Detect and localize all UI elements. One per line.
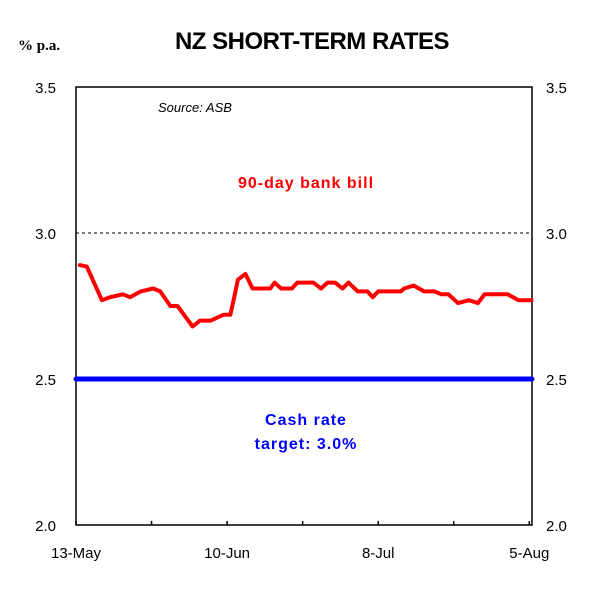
x-tick-label: 8-Jul xyxy=(362,545,395,562)
plot-frame xyxy=(75,86,533,526)
source-note: Source: ASB xyxy=(158,100,232,115)
x-tick-label: 5-Aug xyxy=(509,545,549,562)
x-tick-label: 10-Jun xyxy=(204,545,250,562)
series-label-cash-rate: Cash rate xyxy=(265,412,347,429)
series-line-90-day-bank-bill xyxy=(77,263,534,329)
y-tick-label-left: 3.5 xyxy=(35,80,56,97)
series-label-cash-rate-target: target: 3.0% xyxy=(255,436,358,453)
y-tick-label-right: 3.0 xyxy=(546,226,567,243)
chart-title: NZ SHORT-TERM RATES xyxy=(175,28,450,55)
series-label-bank-bill: 90-day bank bill xyxy=(238,175,374,192)
x-tick-label: 13-May xyxy=(51,545,102,562)
y-tick-label-left: 2.5 xyxy=(35,372,56,389)
y-tick-label-right: 2.5 xyxy=(546,372,567,389)
y-tick-label-left: 3.0 xyxy=(35,226,56,243)
y-tick-label-right: 3.5 xyxy=(546,80,567,97)
y-tick-label-right: 2.0 xyxy=(546,518,567,535)
y-axis-unit-label: % p.a. xyxy=(18,38,60,54)
y-tick-label-left: 2.0 xyxy=(35,518,56,535)
